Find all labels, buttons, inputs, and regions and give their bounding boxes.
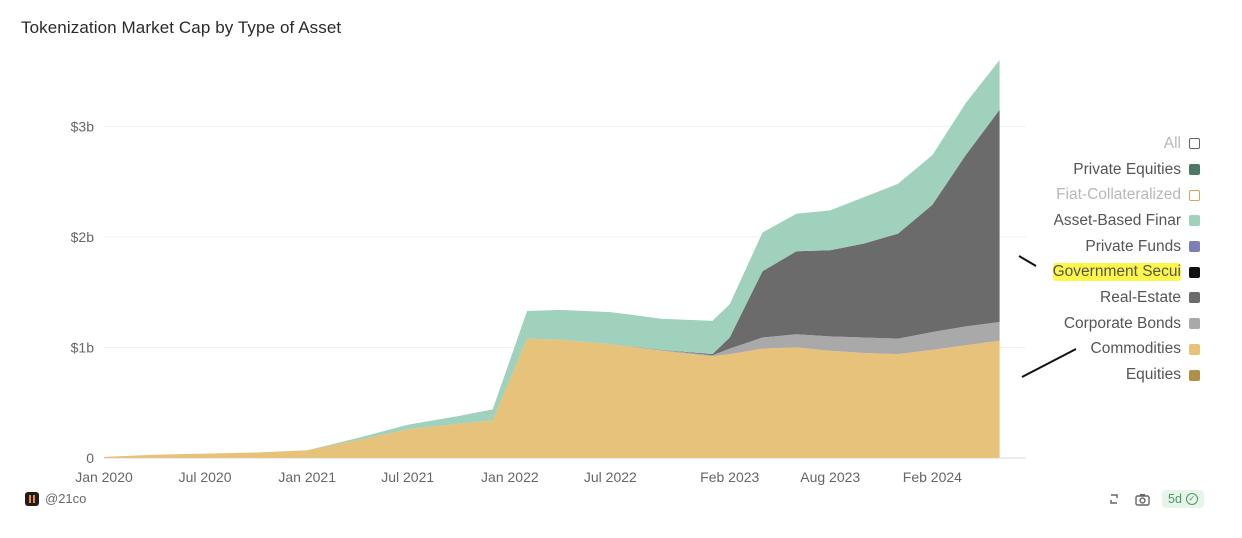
x-tick-label: Aug 2023 bbox=[800, 469, 860, 485]
check-circle-icon: ✓ bbox=[1185, 493, 1198, 505]
legend-swatch bbox=[1189, 343, 1200, 355]
legend-label: Real-Estate bbox=[1100, 288, 1181, 306]
legend-swatch bbox=[1189, 292, 1200, 304]
legend-label: Equities bbox=[1125, 366, 1181, 384]
area-series-real-estate bbox=[104, 109, 1000, 457]
legend: All Private Equities Fiat-Collateralized As… bbox=[1030, 131, 1200, 388]
x-tick-label: Jul 2021 bbox=[381, 469, 434, 485]
camera-icon[interactable] bbox=[1134, 491, 1150, 507]
legend-swatch bbox=[1189, 164, 1200, 176]
legend-swatch bbox=[1189, 266, 1200, 278]
legend-label: All bbox=[1163, 134, 1181, 152]
x-tick-label: Jul 2022 bbox=[584, 469, 637, 485]
freshness-age: 5d bbox=[1168, 492, 1182, 506]
legend-label: Private Equities bbox=[1073, 160, 1181, 178]
legend-item-commodities[interactable]: Commodities bbox=[1030, 337, 1200, 363]
y-tick-label: $1b bbox=[71, 339, 95, 355]
x-tick-label: Jul 2020 bbox=[179, 469, 232, 485]
legend-label: Corporate Bonds bbox=[1063, 314, 1181, 332]
legend-label: Asset-Based Finar bbox=[1053, 211, 1182, 229]
chart-toolbar: 5d ✓ bbox=[1106, 490, 1204, 508]
x-tick-label: Jan 2021 bbox=[278, 469, 336, 485]
x-tick-label: Feb 2024 bbox=[903, 469, 962, 485]
legend-label: Private Funds bbox=[1085, 237, 1181, 255]
legend-swatch bbox=[1189, 215, 1200, 227]
legend-item-corporate-bonds[interactable]: Corporate Bonds bbox=[1030, 311, 1200, 337]
refresh-icon[interactable] bbox=[1106, 491, 1122, 507]
legend-item-government-secui[interactable]: Government Secui bbox=[1030, 259, 1200, 285]
y-tick-label: $3b bbox=[71, 118, 95, 134]
21co-logo-icon bbox=[25, 491, 39, 506]
area-series-commodities bbox=[104, 338, 1000, 458]
legend-item-asset-based-finar[interactable]: Asset-Based Finar bbox=[1030, 208, 1200, 234]
x-tick-label: Jan 2020 bbox=[75, 469, 133, 485]
freshness-badge[interactable]: 5d ✓ bbox=[1162, 490, 1204, 508]
source-handle: @21co bbox=[45, 491, 87, 506]
legend-item-private-equities[interactable]: Private Equities bbox=[1030, 157, 1200, 183]
chart-title: Tokenization Market Cap by Type of Asset bbox=[21, 18, 342, 37]
legend-item-fiat-collateralized[interactable]: Fiat-Collateralized bbox=[1030, 182, 1200, 208]
legend-swatch bbox=[1189, 189, 1200, 201]
x-tick-label: Feb 2023 bbox=[700, 469, 759, 485]
y-tick-label: 0 bbox=[86, 450, 94, 466]
legend-item-real-estate[interactable]: Real-Estate bbox=[1030, 285, 1200, 311]
legend-swatch bbox=[1189, 369, 1200, 381]
x-tick-label: Jan 2022 bbox=[481, 469, 539, 485]
legend-swatch bbox=[1189, 241, 1200, 253]
legend-item-all[interactable]: All bbox=[1030, 131, 1200, 157]
legend-item-private-funds[interactable]: Private Funds bbox=[1030, 234, 1200, 260]
legend-swatch bbox=[1189, 138, 1200, 150]
legend-label: Commodities bbox=[1090, 340, 1181, 358]
source-credit[interactable]: @21co bbox=[25, 491, 86, 506]
legend-label: Fiat-Collateralized bbox=[1056, 186, 1181, 204]
legend-label: Government Secui bbox=[1052, 263, 1181, 282]
y-tick-label: $2b bbox=[71, 229, 95, 245]
legend-item-equities[interactable]: Equities bbox=[1030, 362, 1200, 388]
legend-swatch bbox=[1189, 318, 1200, 330]
